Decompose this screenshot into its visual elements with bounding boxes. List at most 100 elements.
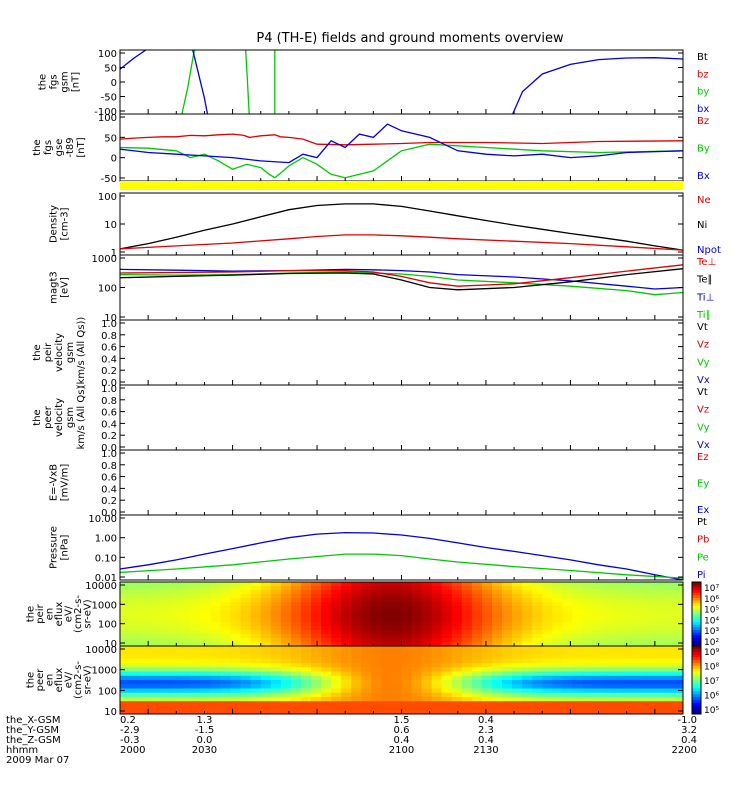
spectrogram-cell	[311, 622, 322, 627]
spectrogram-cell	[180, 634, 191, 639]
spectrogram-cell	[451, 667, 463, 673]
spectrogram-cell	[220, 642, 232, 646]
spectrogram-cell	[592, 582, 604, 587]
spectrogram-cell	[210, 618, 222, 623]
spectrogram-cell	[250, 709, 262, 714]
spectrogram-cell	[280, 692, 292, 698]
spectrogram-cell	[461, 598, 473, 603]
legend-density-2: Npot	[697, 245, 721, 256]
spectrogram-cell	[140, 626, 151, 631]
spectrogram-cell	[371, 634, 382, 639]
spectrogram-cell	[220, 692, 232, 698]
ytick-label: 0.4	[101, 419, 117, 430]
spectrogram-cell	[532, 622, 543, 627]
spectrogram-cell	[321, 602, 332, 607]
spectrogram-cell	[280, 626, 292, 631]
spectrogram-cell	[642, 646, 654, 651]
spectrogram-cell	[512, 594, 523, 599]
spectrogram-cell	[120, 626, 131, 631]
spectrogram-cell	[300, 594, 312, 599]
spectrogram-cell	[532, 614, 543, 619]
spectrogram-cell	[240, 626, 252, 631]
spectrogram-cell	[512, 610, 523, 615]
legend-density-0: Ne	[697, 195, 711, 206]
spectrogram-cell	[542, 671, 553, 677]
spectrogram-cell	[190, 675, 202, 681]
spectrogram-cell	[371, 638, 382, 643]
ylabel-peir_velocity: velocity	[54, 333, 65, 372]
spectrogram-cell	[502, 606, 513, 611]
xaxis-tick-value: 0.4	[394, 735, 410, 746]
spectrogram-cell	[522, 646, 533, 651]
spectrogram-cell	[150, 684, 161, 690]
spectrogram-cell	[160, 684, 171, 690]
spectrogram-cell	[552, 634, 563, 639]
spectrogram-cell	[642, 688, 654, 694]
spectrogram-cell	[461, 658, 473, 664]
spectrogram-cell	[431, 602, 443, 607]
spectrogram-cell	[471, 582, 483, 587]
spectrogram-cell	[602, 642, 614, 646]
series-bx	[192, 50, 209, 114]
colorbar-label: 10⁹	[704, 648, 719, 658]
spectrogram-cell	[160, 697, 171, 702]
spectrogram-cell	[190, 634, 202, 639]
spectrogram-cell	[290, 610, 302, 615]
spectrogram-cell	[441, 684, 453, 690]
spectrogram-cell	[652, 697, 664, 702]
ylabel-peer_spec: (cm2-s-	[73, 661, 84, 699]
spectrogram-cell	[542, 626, 553, 631]
colorbar-cell	[692, 699, 701, 704]
spectrogram-cell	[210, 610, 222, 615]
spectrogram-cell	[411, 684, 423, 690]
ylabel-peir_velocity: peir	[43, 342, 54, 362]
spectrogram-cell	[622, 598, 634, 603]
spectrogram-cell	[280, 658, 292, 664]
colorbar-cell	[692, 619, 701, 623]
spectrogram-cell	[331, 650, 342, 656]
spectrogram-cell	[481, 634, 493, 639]
spectrogram-cell	[491, 667, 503, 673]
spectrogram-cell	[502, 701, 513, 707]
spectrogram-cell	[632, 697, 644, 702]
spectrogram-cell	[622, 688, 634, 694]
spectrogram-cell	[532, 626, 543, 631]
spectrogram-cell	[662, 610, 674, 615]
legend-efield-1: Ey	[697, 479, 709, 490]
series-group-fgs_gse	[120, 123, 683, 179]
spectrogram-cell	[491, 658, 503, 664]
spectrogram-cell	[180, 654, 191, 660]
colorbar-cell	[692, 640, 701, 644]
spectrogram-cell	[150, 590, 161, 595]
spectrogram-cell	[150, 705, 161, 711]
spectrogram-cell	[522, 675, 533, 681]
spectrogram-cell	[522, 650, 533, 656]
ytick-label: 10	[104, 707, 117, 718]
spectrogram-cell	[431, 680, 443, 685]
spectrogram-cell	[532, 658, 543, 664]
spectrogram-cell	[502, 688, 513, 694]
spectrogram-cell	[160, 594, 171, 599]
spectrogram-cell	[582, 701, 594, 707]
spectrogram-cell	[461, 602, 473, 607]
spectrogram-cell	[522, 610, 533, 615]
spectrogram-cell	[290, 650, 302, 656]
spectrogram-cell	[652, 634, 664, 639]
spectrogram-cell	[512, 638, 523, 643]
spectrogram-cell	[411, 602, 423, 607]
spectrogram-cell	[311, 663, 322, 668]
spectrogram-cell	[512, 606, 523, 611]
spectrogram-cell	[632, 671, 644, 677]
spectrogram-cell	[622, 594, 634, 599]
spectrogram-cell	[250, 622, 262, 627]
spectrogram-cell	[552, 692, 563, 698]
ylabel-fgs_gse: [nT]	[76, 137, 87, 157]
spectrogram-cell	[240, 663, 252, 668]
spectrogram-cell	[532, 606, 543, 611]
spectrogram-cell	[592, 614, 604, 619]
spectrogram-cell	[140, 658, 151, 664]
spectrogram-cell	[341, 692, 352, 698]
spectrogram-cell	[381, 606, 393, 611]
spectrogram-cell	[140, 630, 151, 635]
spectrogram-cell	[522, 626, 533, 631]
